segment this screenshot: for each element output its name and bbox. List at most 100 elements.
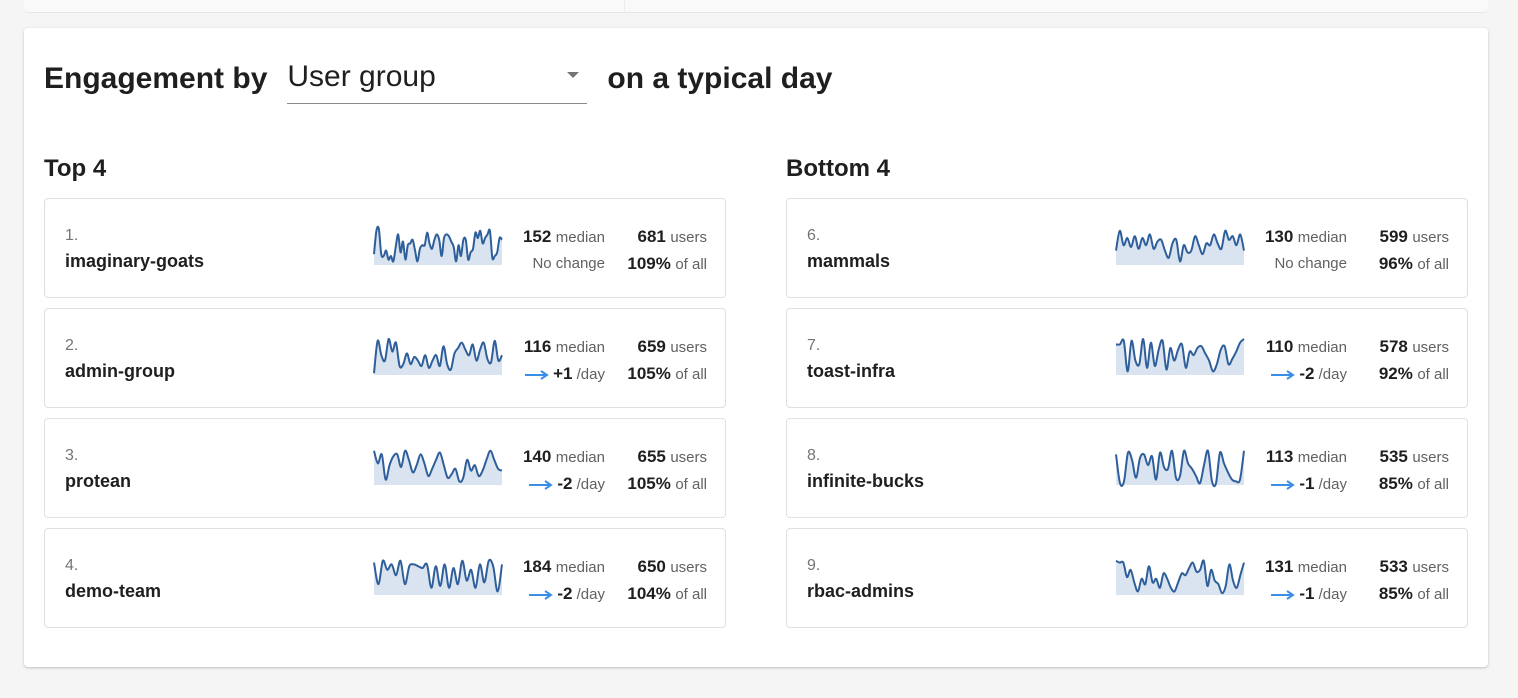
percent-value: 105% — [627, 474, 671, 493]
users-label: users — [1412, 559, 1449, 576]
arrow-right-icon — [528, 479, 554, 491]
change-line: No change — [1227, 249, 1347, 279]
group-rank: 9. — [807, 557, 821, 574]
change-line: +1 /day — [485, 359, 605, 389]
engagement-sparkline — [1115, 335, 1245, 379]
top-section: Top 4 1. imaginary-goats 152 median No c… — [44, 154, 726, 628]
change-unit: /day — [572, 586, 605, 603]
group-by-select-value: User group — [287, 60, 436, 93]
group-rank: 1. — [65, 227, 79, 244]
change-line: -1 /day — [1227, 469, 1347, 499]
users-value: 533 — [1379, 557, 1408, 576]
engagement-sparkline — [373, 225, 503, 269]
heading-suffix: on a typical day — [607, 62, 833, 95]
engagement-sparkline — [373, 555, 503, 599]
sparkline-line — [373, 558, 503, 593]
previous-card-edge — [24, 0, 1488, 13]
users-column: 659 users 105% of all — [605, 335, 707, 389]
group-row[interactable]: 3. protean 140 median -2 /day 655 users … — [44, 418, 726, 518]
group-rank: 6. — [807, 227, 821, 244]
sparkline-svg — [373, 337, 503, 375]
users-column: 533 users 85% of all — [1347, 555, 1449, 609]
arrow-right-icon — [1270, 479, 1296, 491]
group-row[interactable]: 8. infinite-bucks 113 median -1 /day 535… — [786, 418, 1468, 518]
median-value: 131 — [1264, 557, 1294, 576]
users-column: 578 users 92% of all — [1347, 335, 1449, 389]
group-rank: 7. — [807, 337, 821, 354]
change-text: No change — [532, 255, 605, 272]
change-value: -1 — [1299, 584, 1315, 603]
sparkline-svg — [1115, 337, 1245, 375]
median-label: median — [1297, 229, 1347, 246]
median-value: 130 — [1264, 227, 1294, 246]
median-column: 140 median -2 /day — [485, 445, 605, 499]
users-value: 659 — [637, 337, 666, 356]
group-row[interactable]: 7. toast-infra 110 median -2 /day 578 us… — [786, 308, 1468, 408]
median-value: 152 — [522, 227, 552, 246]
engagement-sparkline — [373, 445, 503, 489]
group-name: infinite-bucks — [807, 471, 925, 491]
sparkline-svg — [1115, 559, 1245, 595]
sparkline-line — [373, 225, 503, 263]
percent-label: of all — [675, 366, 707, 383]
group-name: imaginary-goats — [65, 251, 205, 271]
change-line: -1 /day — [1227, 579, 1347, 609]
users-label: users — [670, 559, 707, 576]
sparkline-svg — [373, 225, 503, 265]
users-label: users — [1412, 449, 1449, 466]
median-label: median — [1297, 559, 1347, 576]
engagement-card: Engagement by User group on a typical da… — [24, 28, 1488, 667]
previous-card-divider — [624, 0, 625, 12]
chevron-down-icon — [567, 72, 580, 78]
percent-value: 105% — [627, 364, 671, 383]
users-label: users — [670, 339, 707, 356]
group-by-select[interactable]: User group — [287, 54, 588, 104]
users-column: 681 users 109% of all — [605, 225, 707, 279]
percent-label: of all — [675, 586, 707, 603]
median-column: 152 median No change — [485, 225, 605, 279]
users-column: 655 users 105% of all — [605, 445, 707, 499]
sparkline-area — [374, 338, 502, 375]
users-value: 650 — [637, 557, 666, 576]
change-line: -2 /day — [485, 469, 605, 499]
heading-prefix: Engagement by — [44, 62, 268, 95]
median-label: median — [555, 229, 605, 246]
percent-value: 85% — [1378, 584, 1413, 603]
percent-value: 104% — [627, 584, 671, 603]
group-name: toast-infra — [807, 361, 896, 381]
percent-label: of all — [1417, 256, 1449, 273]
arrow-right-icon — [1270, 369, 1296, 381]
percent-label: of all — [1417, 476, 1449, 493]
group-row[interactable]: 6. mammals 130 median No change 599 user… — [786, 198, 1468, 298]
group-row[interactable]: 2. admin-group 116 median +1 /day 659 us… — [44, 308, 726, 408]
change-unit: /day — [1314, 586, 1347, 603]
change-unit: /day — [1314, 476, 1347, 493]
group-rank: 8. — [807, 447, 821, 464]
group-name: mammals — [807, 251, 891, 271]
sparkline-line — [373, 337, 503, 374]
group-name: admin-group — [65, 361, 175, 381]
sparkline-area — [374, 450, 502, 485]
change-value: -1 — [1299, 474, 1315, 493]
median-value: 113 — [1265, 447, 1294, 466]
bottom-section-title: Bottom 4 — [786, 155, 890, 182]
median-value: 184 — [522, 557, 552, 576]
sparkline-line — [1115, 337, 1245, 373]
sparkline-line — [373, 449, 503, 483]
median-column: 184 median -2 /day — [485, 555, 605, 609]
group-row[interactable]: 9. rbac-admins 131 median -1 /day 533 us… — [786, 528, 1468, 628]
group-row[interactable]: 4. demo-team 184 median -2 /day 650 user… — [44, 528, 726, 628]
group-rank: 3. — [65, 447, 79, 464]
percent-label: of all — [1417, 366, 1449, 383]
percent-value: 96% — [1378, 254, 1413, 273]
users-label: users — [1412, 229, 1449, 246]
sparkline-svg — [373, 558, 503, 595]
group-rank: 2. — [65, 337, 79, 354]
users-column: 650 users 104% of all — [605, 555, 707, 609]
median-value: 140 — [522, 447, 552, 466]
card-heading: Engagement by User group on a typical da… — [44, 54, 832, 104]
users-column: 599 users 96% of all — [1347, 225, 1449, 279]
percent-label: of all — [675, 256, 707, 273]
percent-label: of all — [1417, 586, 1449, 603]
group-row[interactable]: 1. imaginary-goats 152 median No change … — [44, 198, 726, 298]
